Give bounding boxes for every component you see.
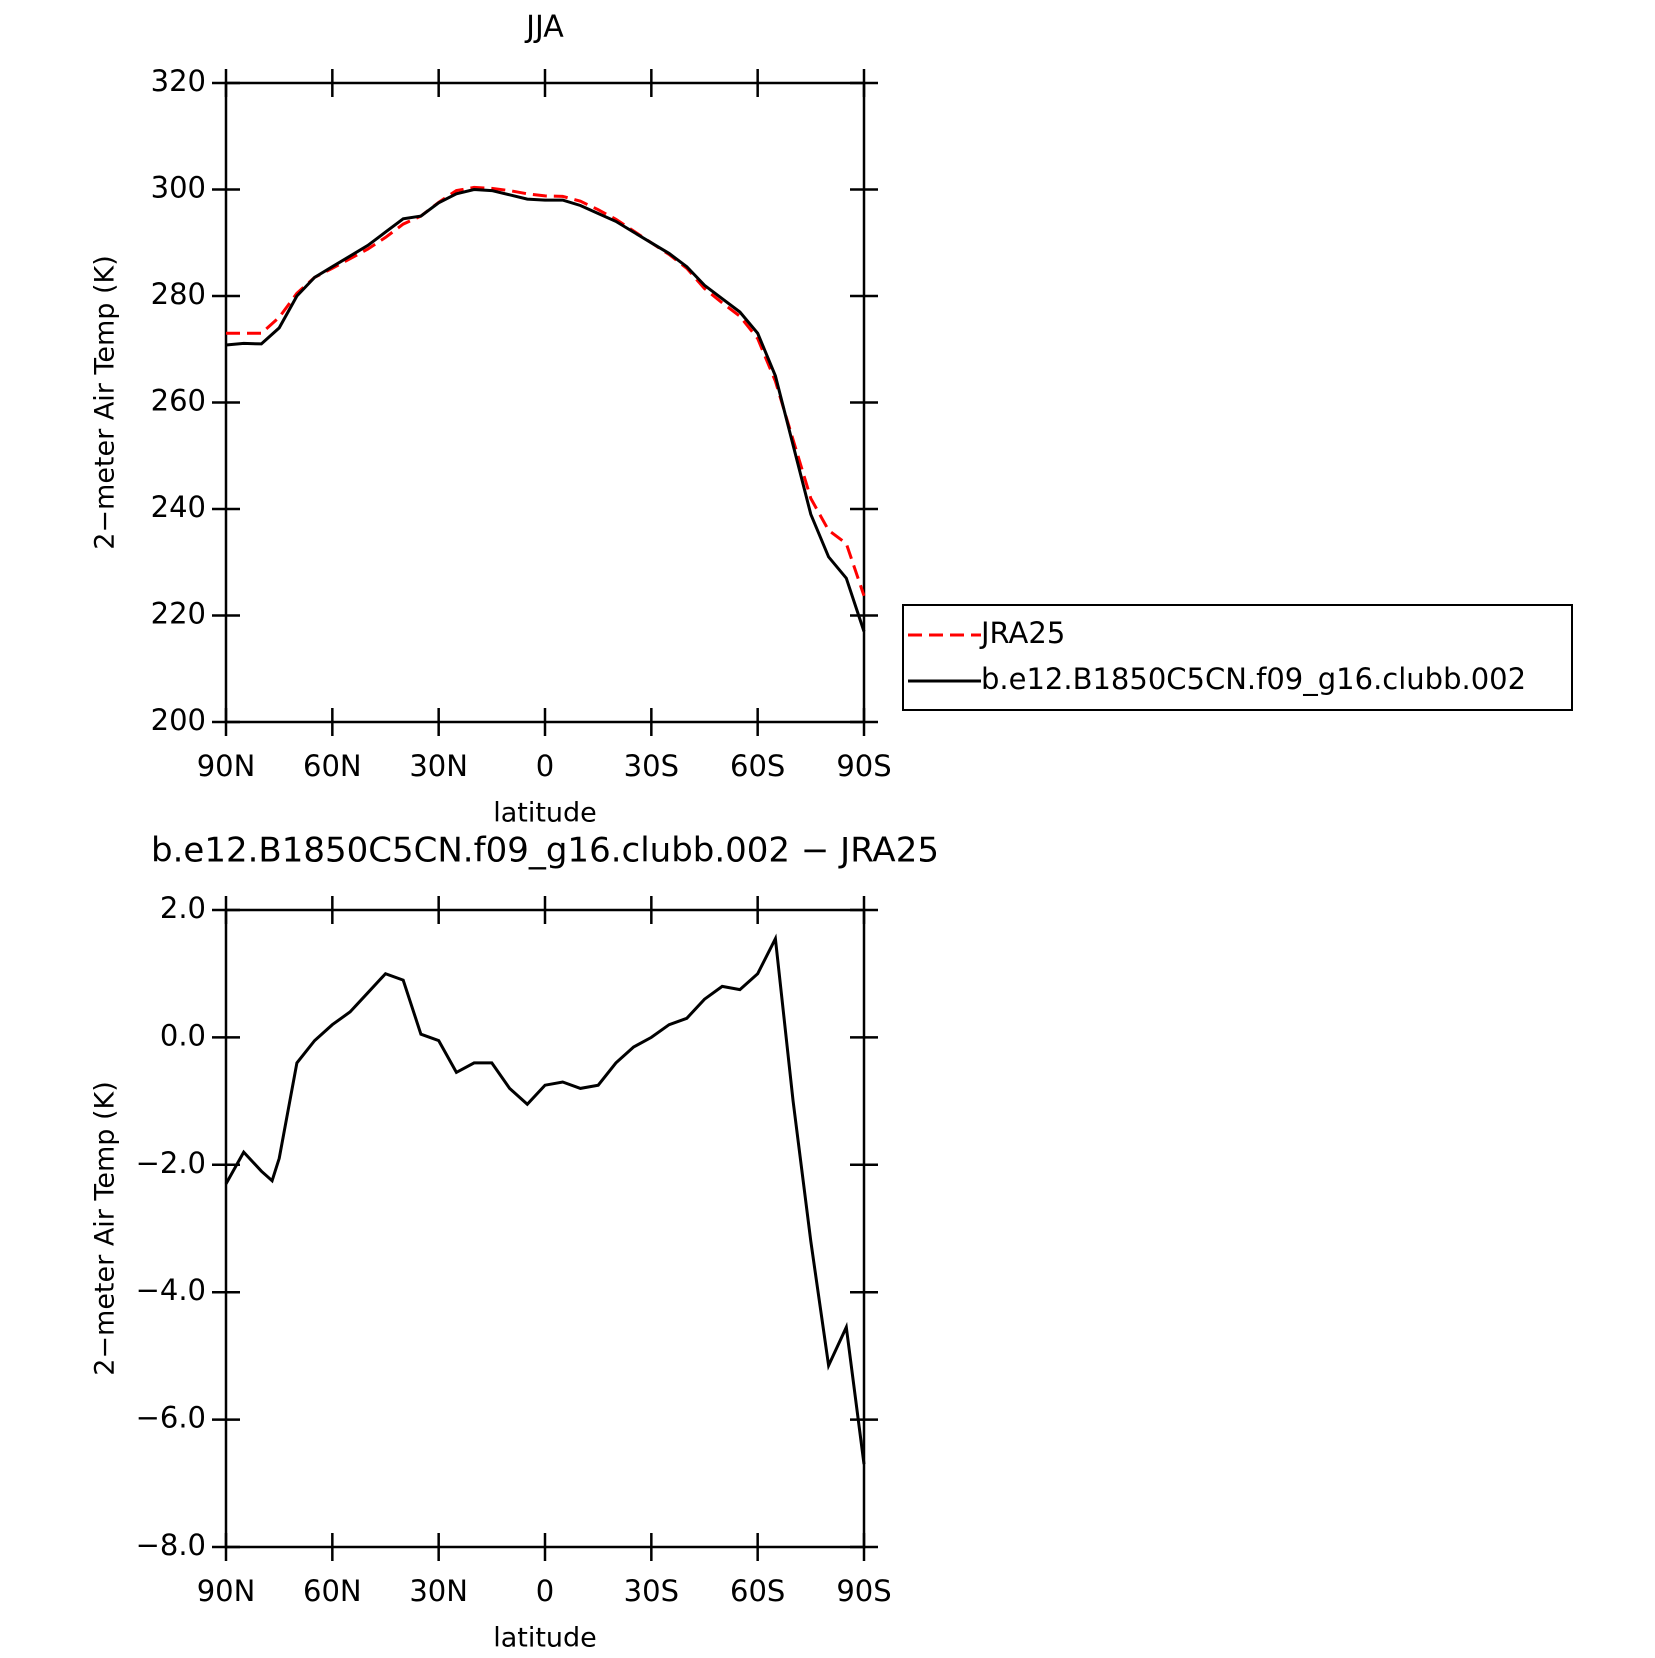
y-tick-label: 280 — [151, 277, 206, 311]
legend-label: b.e12.B1850C5CN.f09_g16.clubb.002 — [981, 662, 1526, 696]
data-line — [226, 185, 866, 597]
y-tick-label: 320 — [151, 64, 206, 98]
chart-title: b.e12.B1850C5CN.f09_g16.clubb.002 − JRA2… — [151, 831, 939, 871]
y-tick-label: 0.0 — [160, 1018, 206, 1052]
y-tick-label: −2.0 — [136, 1146, 206, 1180]
plot-frame — [224, 81, 866, 724]
y-tick-label: 2.0 — [160, 891, 206, 925]
y-axis-label: 2−meter Air Temp (K) — [90, 255, 121, 550]
data-line — [224, 933, 866, 1465]
data-line — [225, 187, 866, 632]
x-tick-label: 90S — [836, 1574, 891, 1608]
y-tick-label: 200 — [151, 703, 206, 737]
plot-frame — [224, 908, 866, 1549]
x-tick-label: 60S — [730, 1574, 785, 1608]
y-tick-label: 220 — [151, 597, 206, 631]
x-tick-label: 30S — [624, 749, 679, 783]
x-tick-label: 90N — [197, 749, 256, 783]
x-tick-label: 0 — [536, 749, 554, 783]
x-tick-label: 30N — [409, 749, 468, 783]
chart-title: JJA — [524, 10, 564, 45]
y-tick-label: −4.0 — [136, 1273, 206, 1307]
x-tick-label: 30N — [409, 1574, 468, 1608]
x-tick-label: 90S — [836, 749, 891, 783]
legend-label: JRA25 — [979, 616, 1065, 650]
x-tick-label: 60S — [730, 749, 785, 783]
y-tick-label: −6.0 — [136, 1401, 206, 1435]
y-tick-label: 260 — [151, 384, 206, 418]
y-axis-label: 2−meter Air Temp (K) — [90, 1081, 121, 1376]
y-tick-label: 300 — [151, 171, 206, 205]
x-tick-label: 60N — [303, 1574, 362, 1608]
x-tick-label: 30S — [624, 1574, 679, 1608]
x-tick-label: 90N — [197, 1574, 256, 1608]
x-axis-label: latitude — [493, 1623, 597, 1654]
x-tick-label: 60N — [303, 749, 362, 783]
y-tick-label: −8.0 — [136, 1528, 206, 1562]
x-axis-label: latitude — [493, 798, 597, 829]
x-tick-label: 0 — [536, 1574, 554, 1608]
y-tick-label: 240 — [151, 490, 206, 524]
legend-box — [902, 604, 1573, 711]
